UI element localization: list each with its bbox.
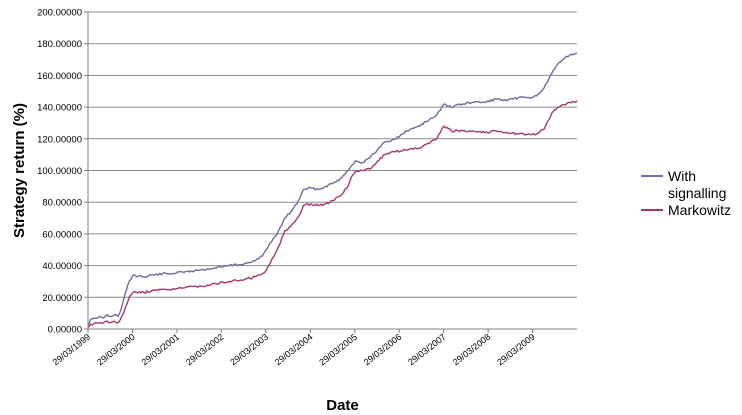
x-tick-label: 29/03/2006 xyxy=(362,332,404,368)
x-tick-label: 29/03/2009 xyxy=(495,332,537,368)
series-line-with-signalling xyxy=(87,52,578,327)
legend-label-markowitz: Markowitz xyxy=(668,202,731,218)
y-tick-label: 80.00000 xyxy=(42,198,82,209)
y-tick-label: 160.00000 xyxy=(37,71,82,82)
x-tick-label: 29/03/2008 xyxy=(451,332,493,368)
x-tick-label: 29/03/2005 xyxy=(317,332,359,368)
y-tick-label: 180.00000 xyxy=(37,39,82,50)
y-tick-label: 40.00000 xyxy=(42,261,82,272)
x-tick-label: 29/03/2004 xyxy=(273,332,315,368)
series-layer xyxy=(87,52,578,328)
x-tick-label: 29/03/2001 xyxy=(140,332,182,368)
y-axis-title: Strategy return (%) xyxy=(11,103,28,238)
x-tick-label: 29/03/2007 xyxy=(406,332,448,368)
x-axis-ticks: 29/03/1999 29/03/2000 29/03/2001 29/03/2002… xyxy=(51,329,537,367)
x-tick-label: 29/03/2003 xyxy=(228,332,270,368)
x-axis-title: Date xyxy=(326,397,359,414)
x-tick-label: 29/03/2002 xyxy=(184,332,226,368)
x-tick-label: 29/03/1999 xyxy=(51,332,93,368)
x-tick-label: 29/03/2000 xyxy=(95,332,137,368)
y-tick-label: 140.00000 xyxy=(37,103,82,114)
y-tick-label: 20.00000 xyxy=(42,293,82,304)
gridlines xyxy=(88,11,577,298)
legend-label-with-signalling: With signalling xyxy=(668,168,726,201)
y-tick-label: 60.00000 xyxy=(42,229,82,240)
y-tick-label: 200.00000 xyxy=(37,8,82,19)
y-tick-label: 100.00000 xyxy=(37,166,82,177)
series-line-markowitz xyxy=(87,100,578,328)
y-axis-ticks: 0.00000 20.00000 40.00000 60.00000 80.00000 1… xyxy=(37,8,88,336)
y-tick-label: 120.00000 xyxy=(37,134,82,145)
y-tick-label: 0.00000 xyxy=(48,325,82,336)
